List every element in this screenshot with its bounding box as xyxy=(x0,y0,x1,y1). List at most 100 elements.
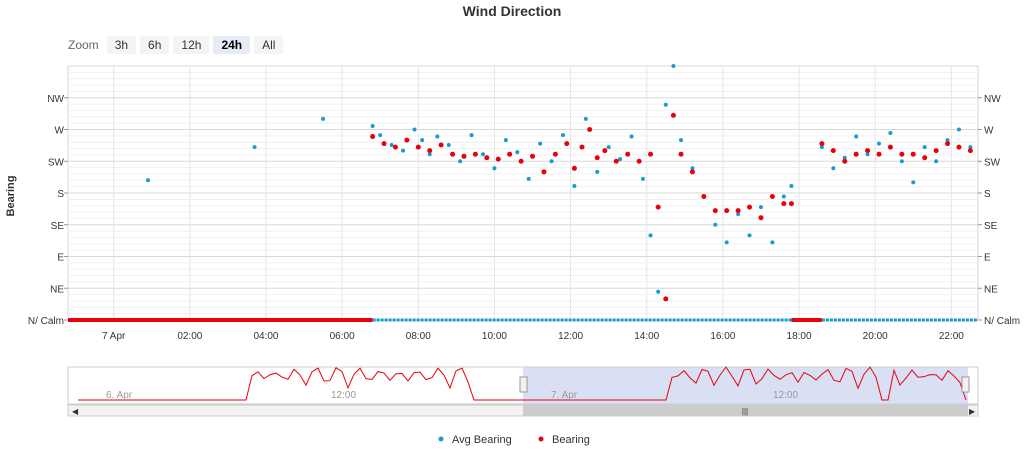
zoom-3h-button[interactable]: 3h xyxy=(106,36,137,54)
bearing-point xyxy=(655,204,661,210)
bearing-point xyxy=(552,151,558,157)
bearing-point xyxy=(594,155,600,161)
x-tick-label: 18:00 xyxy=(787,331,812,342)
navigator-handle[interactable] xyxy=(519,376,528,393)
bearing-point xyxy=(670,112,676,118)
bearing-point xyxy=(613,158,619,164)
bearing-point xyxy=(876,151,882,157)
avg-bearing-point xyxy=(389,143,394,148)
bearing-point xyxy=(781,201,787,207)
y-axis-right: N/ Calm NE E SE S SW W NW xyxy=(978,94,1020,327)
plot-area xyxy=(67,65,979,321)
scroll-left-arrow[interactable]: ◀ xyxy=(72,407,79,416)
series-bearing xyxy=(370,112,973,302)
x-tick-label: 20:00 xyxy=(863,331,888,342)
bearing-point xyxy=(819,141,825,147)
y-axis-title: Bearing xyxy=(5,176,17,217)
bearing-point xyxy=(571,165,577,171)
avg-bearing-point xyxy=(583,116,588,121)
avg-bearing-point xyxy=(842,155,847,160)
avg-bearing-point xyxy=(945,138,950,143)
avg-bearing-point xyxy=(854,134,859,139)
x-tick-label: 7 Apr xyxy=(102,331,126,342)
y-axis-left: N/ Calm NE E SE S SW W NW xyxy=(28,94,68,327)
navigator-series xyxy=(78,366,967,401)
avg-bearing-point xyxy=(560,133,565,138)
legend-avg-bearing-marker xyxy=(438,436,444,442)
avg-bearing-point xyxy=(781,194,786,199)
avg-bearing-point xyxy=(736,212,741,217)
avg-bearing-point xyxy=(503,138,508,143)
avg-bearing-point xyxy=(656,289,661,294)
navigator-frame xyxy=(67,366,979,405)
navigator-label: 12:00 xyxy=(331,390,356,401)
avg-bearing-point xyxy=(671,64,676,68)
bearing-point xyxy=(438,142,444,148)
avg-bearing-point xyxy=(877,141,882,146)
avg-bearing-point xyxy=(145,178,150,183)
bearing-point xyxy=(415,144,421,150)
zoom-24h-button[interactable]: 24h xyxy=(213,36,251,54)
navigator[interactable]: 6. Apr 12:00 7. Apr 12:00 ||| ◀ ▶ xyxy=(67,366,979,417)
avg-bearing-point xyxy=(606,145,611,150)
avg-bearing-point xyxy=(789,183,794,188)
bearing-point xyxy=(530,153,536,159)
bearing-point xyxy=(788,201,794,207)
bearing-point xyxy=(887,144,893,150)
scrollbar-thumb[interactable] xyxy=(523,405,968,416)
avg-bearing-point xyxy=(538,141,543,146)
x-tick-label: 08:00 xyxy=(406,331,431,342)
y-tick-label-right: W xyxy=(984,126,994,137)
bearing-point xyxy=(830,148,836,154)
bearing-point xyxy=(701,194,707,200)
y-tick-label-right: SE xyxy=(984,221,998,232)
bearing-point xyxy=(933,148,939,154)
bearing-point xyxy=(579,144,585,150)
avg-bearing-point xyxy=(679,138,684,143)
bearing-point xyxy=(758,215,764,221)
bearing-point xyxy=(663,296,669,302)
x-tick-label: 10:00 xyxy=(482,331,507,342)
legend-bearing-marker xyxy=(538,436,544,442)
x-tick-label: 02:00 xyxy=(177,331,202,342)
bearing-point xyxy=(967,148,973,154)
bearing-point xyxy=(910,151,916,157)
avg-bearing-point xyxy=(922,145,927,150)
y-tick-label-right: S xyxy=(984,189,991,200)
bearing-point xyxy=(541,169,547,175)
zoom-6h-button[interactable]: 6h xyxy=(140,36,170,54)
y-tick-label-right: N/ Calm xyxy=(984,316,1020,327)
scroll-right-arrow[interactable]: ▶ xyxy=(969,407,976,416)
bearing-point xyxy=(587,127,593,132)
avg-bearing-point xyxy=(831,166,836,171)
avg-bearing-point xyxy=(481,152,486,157)
avg-bearing-point xyxy=(435,134,440,139)
bearing-point xyxy=(956,144,962,150)
avg-bearing-point xyxy=(370,123,375,128)
bearing-point xyxy=(899,151,905,157)
avg-bearing-point xyxy=(648,233,653,238)
bearing-point xyxy=(484,155,490,161)
avg-bearing-point xyxy=(911,180,916,185)
legend: Avg Bearing Bearing xyxy=(438,434,590,446)
bearing-point xyxy=(381,141,387,147)
avg-bearing-point xyxy=(526,176,531,181)
x-axis: 7 Apr 02:00 04:00 06:00 08:00 10:00 12:00 14:00… xyxy=(102,331,964,342)
y-tick-label-right: SW xyxy=(984,157,1001,168)
x-tick-label: 16:00 xyxy=(710,331,735,342)
navigator-handle[interactable] xyxy=(961,376,970,393)
avg-bearing-point xyxy=(819,145,824,150)
x-tick-label: 14:00 xyxy=(634,331,659,342)
y-tick-label: NW xyxy=(47,94,64,105)
zoom-all-button[interactable]: All xyxy=(254,36,284,54)
legend-avg-bearing-label[interactable]: Avg Bearing xyxy=(452,434,512,446)
bearing-point xyxy=(518,158,524,164)
zoom-12h-button[interactable]: 12h xyxy=(173,36,210,54)
bearing-point xyxy=(602,148,608,154)
avg-bearing-point xyxy=(724,240,729,245)
avg-bearing-point xyxy=(549,159,554,164)
y-tick-label: S xyxy=(57,189,64,200)
avg-bearing-point xyxy=(865,152,870,157)
bearing-point xyxy=(450,151,456,157)
legend-bearing-label[interactable]: Bearing xyxy=(552,434,590,446)
